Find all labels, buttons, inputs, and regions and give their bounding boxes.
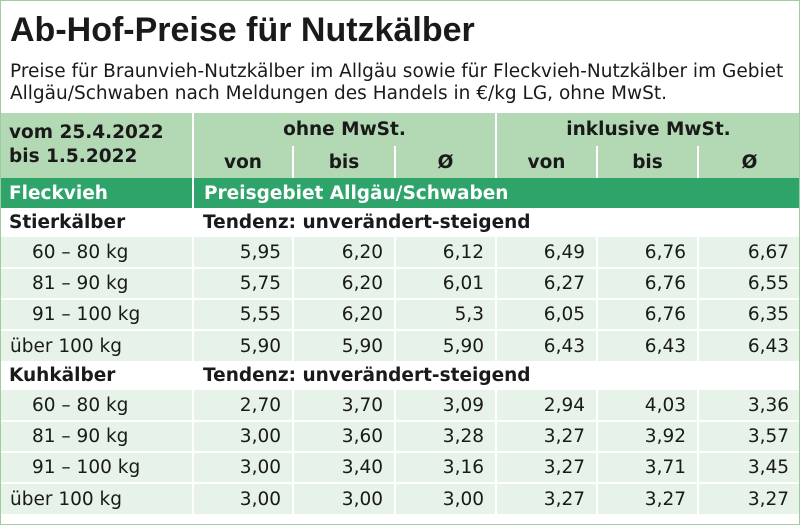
weight-class: 60 – 80 kg bbox=[0, 390, 193, 421]
net-from: 3,00 bbox=[192, 482, 293, 514]
net-from: 5,75 bbox=[192, 267, 293, 299]
net-from: 3,00 bbox=[192, 420, 293, 452]
table-row: über 100 kg 5,90 5,90 5,90 6,43 6,43 6,4… bbox=[0, 329, 800, 361]
net-from: 5,55 bbox=[192, 298, 293, 330]
gross-to: 6,76 bbox=[596, 267, 698, 299]
net-to: 5,90 bbox=[292, 329, 395, 361]
weight-class: 91 – 100 kg bbox=[0, 298, 193, 330]
gross-to: 3,27 bbox=[596, 482, 698, 514]
table-row: 91 – 100 kg 3,00 3,40 3,16 3,27 3,71 3,4… bbox=[0, 451, 800, 483]
category-name: Kuhkälber bbox=[0, 361, 193, 390]
breed-label: Fleckvieh bbox=[0, 178, 193, 208]
net-to: 3,40 bbox=[292, 451, 395, 483]
gross-avg: 6,67 bbox=[696, 237, 800, 268]
gross-from: 3,27 bbox=[495, 451, 597, 483]
group-header-gross: inklusive MwSt. bbox=[494, 113, 800, 146]
net-avg: 3,09 bbox=[394, 390, 496, 421]
region-label: Preisgebiet Allgäu/Schwaben bbox=[191, 178, 800, 208]
gross-from: 3,27 bbox=[495, 482, 597, 514]
gross-to: 4,03 bbox=[596, 390, 698, 421]
net-from: 5,90 bbox=[192, 329, 293, 361]
date-from: vom 25.4.2022 bbox=[9, 122, 164, 143]
col-header-net-to: bis bbox=[292, 146, 395, 178]
table-row: 81 – 90 kg 5,75 6,20 6,01 6,27 6,76 6,55 bbox=[0, 267, 800, 299]
net-avg: 3,00 bbox=[394, 482, 496, 514]
net-avg: 5,90 bbox=[394, 329, 496, 361]
net-to: 3,60 bbox=[292, 420, 395, 452]
gross-from: 6,49 bbox=[495, 237, 597, 268]
gross-avg: 3,57 bbox=[696, 420, 800, 452]
gross-avg: 3,27 bbox=[696, 482, 800, 514]
date-range: vom 25.4.2022 bis 1.5.2022 bbox=[0, 113, 193, 178]
table-row: 60 – 80 kg 5,95 6,20 6,12 6,49 6,76 6,67 bbox=[0, 237, 800, 268]
net-to: 6,20 bbox=[292, 298, 395, 330]
header-row-columns: von bis Ø von bis Ø bbox=[0, 146, 800, 178]
net-to: 6,20 bbox=[292, 237, 395, 268]
category-trend: Tendenz: unverändert-steigend bbox=[193, 361, 800, 390]
net-from: 3,00 bbox=[192, 451, 293, 483]
net-avg: 6,12 bbox=[394, 237, 496, 268]
gross-avg: 6,35 bbox=[696, 298, 800, 330]
gross-avg: 6,43 bbox=[696, 329, 800, 361]
category-row-stierkaelber: Stierkälber Tendenz: unverändert-steigen… bbox=[0, 208, 800, 237]
gross-from: 6,05 bbox=[495, 298, 597, 330]
section-row: Fleckvieh Preisgebiet Allgäu/Schwaben bbox=[0, 178, 800, 208]
gross-avg: 6,55 bbox=[696, 267, 800, 299]
group-header-net: ohne MwSt. bbox=[192, 113, 496, 146]
gross-from: 6,27 bbox=[495, 267, 597, 299]
gross-avg: 3,45 bbox=[696, 451, 800, 483]
header-row-groups: vom 25.4.2022 bis 1.5.2022 ohne MwSt. ink… bbox=[0, 113, 800, 178]
weight-class: über 100 kg bbox=[0, 482, 193, 514]
net-to: 3,00 bbox=[292, 482, 395, 514]
weight-class: 91 – 100 kg bbox=[0, 451, 193, 483]
category-row-kuhkaelber: Kuhkälber Tendenz: unverändert-steigend bbox=[0, 361, 800, 390]
net-to: 3,70 bbox=[292, 390, 395, 421]
table-row: 60 – 80 kg 2,70 3,70 3,09 2,94 4,03 3,36 bbox=[0, 390, 800, 421]
net-avg: 3,28 bbox=[394, 420, 496, 452]
category-name: Stierkälber bbox=[0, 208, 193, 237]
table-row: 81 – 90 kg 3,00 3,60 3,28 3,27 3,92 3,57 bbox=[0, 420, 800, 452]
gross-to: 6,76 bbox=[596, 237, 698, 268]
net-avg: 6,01 bbox=[394, 267, 496, 299]
category-trend: Tendenz: unverändert-steigend bbox=[193, 208, 800, 237]
col-header-gross-to: bis bbox=[596, 146, 698, 178]
gross-to: 6,43 bbox=[596, 329, 698, 361]
weight-class: 81 – 90 kg bbox=[0, 267, 193, 299]
table-row: über 100 kg 3,00 3,00 3,00 3,27 3,27 3,2… bbox=[0, 482, 800, 514]
net-from: 2,70 bbox=[192, 390, 293, 421]
net-avg: 5,3 bbox=[394, 298, 496, 330]
gross-from: 6,43 bbox=[495, 329, 597, 361]
weight-class: über 100 kg bbox=[0, 329, 193, 361]
date-to: bis 1.5.2022 bbox=[9, 146, 138, 167]
net-avg: 3,16 bbox=[394, 451, 496, 483]
net-from: 5,95 bbox=[192, 237, 293, 268]
col-header-gross-avg: Ø bbox=[696, 146, 800, 178]
table-row: 91 – 100 kg 5,55 6,20 5,3 6,05 6,76 6,35 bbox=[0, 298, 800, 330]
gross-to: 3,92 bbox=[596, 420, 698, 452]
gross-from: 2,94 bbox=[495, 390, 597, 421]
gross-to: 3,71 bbox=[596, 451, 698, 483]
gross-avg: 3,36 bbox=[696, 390, 800, 421]
page-subtitle: Preise für Braunvieh-Nutzkälber im Allgä… bbox=[10, 61, 784, 104]
gross-to: 6,76 bbox=[596, 298, 698, 330]
col-header-net-from: von bbox=[192, 146, 293, 178]
weight-class: 81 – 90 kg bbox=[0, 420, 193, 452]
page-title: Ab-Hof-Preise für Nutzkälber bbox=[10, 11, 475, 49]
col-header-net-avg: Ø bbox=[394, 146, 496, 178]
price-table: vom 25.4.2022 bis 1.5.2022 ohne MwSt. ink… bbox=[0, 113, 800, 514]
gross-from: 3,27 bbox=[495, 420, 597, 452]
weight-class: 60 – 80 kg bbox=[0, 237, 193, 268]
col-header-gross-from: von bbox=[495, 146, 597, 178]
net-to: 6,20 bbox=[292, 267, 395, 299]
